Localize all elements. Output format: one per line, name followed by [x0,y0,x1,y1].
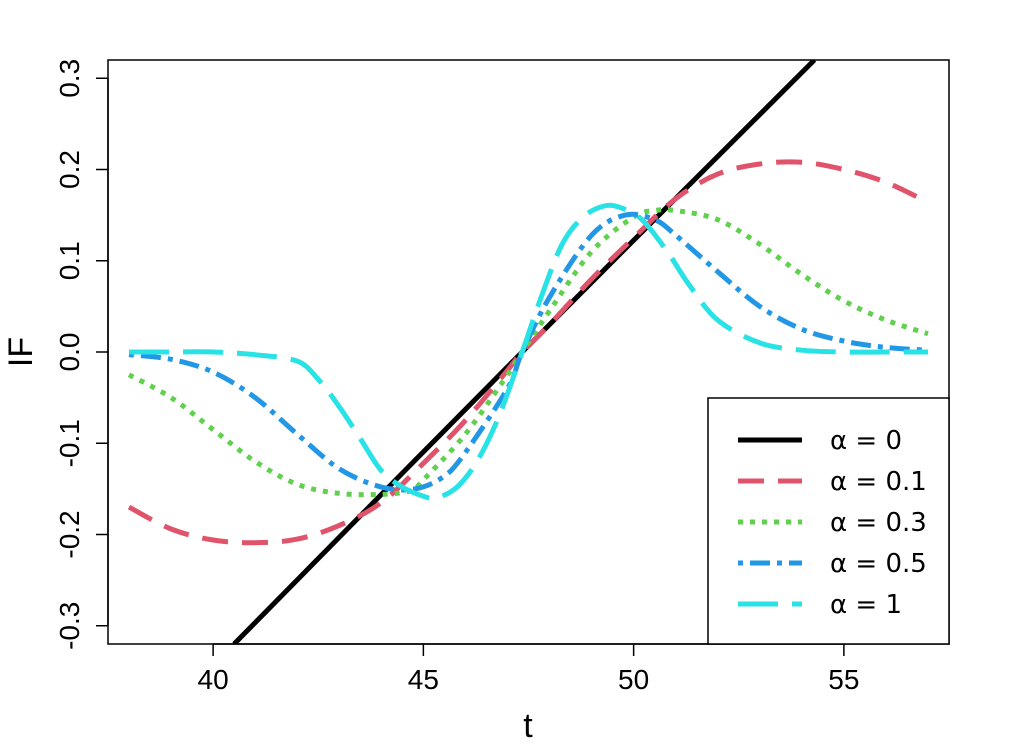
y-tick-label: -0.1 [54,419,85,467]
series-layer [127,60,930,644]
x-tick-label: 45 [408,664,439,695]
series-line-4 [128,202,928,502]
legend-label-3: α = 0.5 [830,549,927,579]
x-tick-label: 50 [618,664,649,695]
legend-label-0: α = 0 [830,426,902,456]
legend: α = 0 α = 0.1 α = 0.3 α = 0.5 α = 1 [707,397,950,645]
y-tick-label: 0.2 [54,150,85,189]
y-tick-label: 0.0 [54,333,85,372]
y-tick-label: 0.3 [54,59,85,98]
y-axis: -0.3 -0.2 -0.1 0.0 0.1 0.2 0.3 [54,59,109,650]
x-tick-label: 40 [198,664,229,695]
x-axis-title: t [523,707,533,745]
legend-label-1: α = 0.1 [830,467,927,497]
y-tick-label: -0.2 [54,510,85,558]
legend-label-2: α = 0.3 [830,508,927,538]
y-tick-label: -0.3 [54,602,85,650]
y-axis-title: IF [2,337,40,367]
x-axis: 40 45 50 55 [198,643,859,695]
legend-label-4: α = 1 [830,590,902,620]
series-line-3 [128,211,929,493]
y-tick-label: 0.1 [54,241,85,280]
x-tick-label: 55 [828,664,859,695]
series-line-1 [127,159,930,546]
